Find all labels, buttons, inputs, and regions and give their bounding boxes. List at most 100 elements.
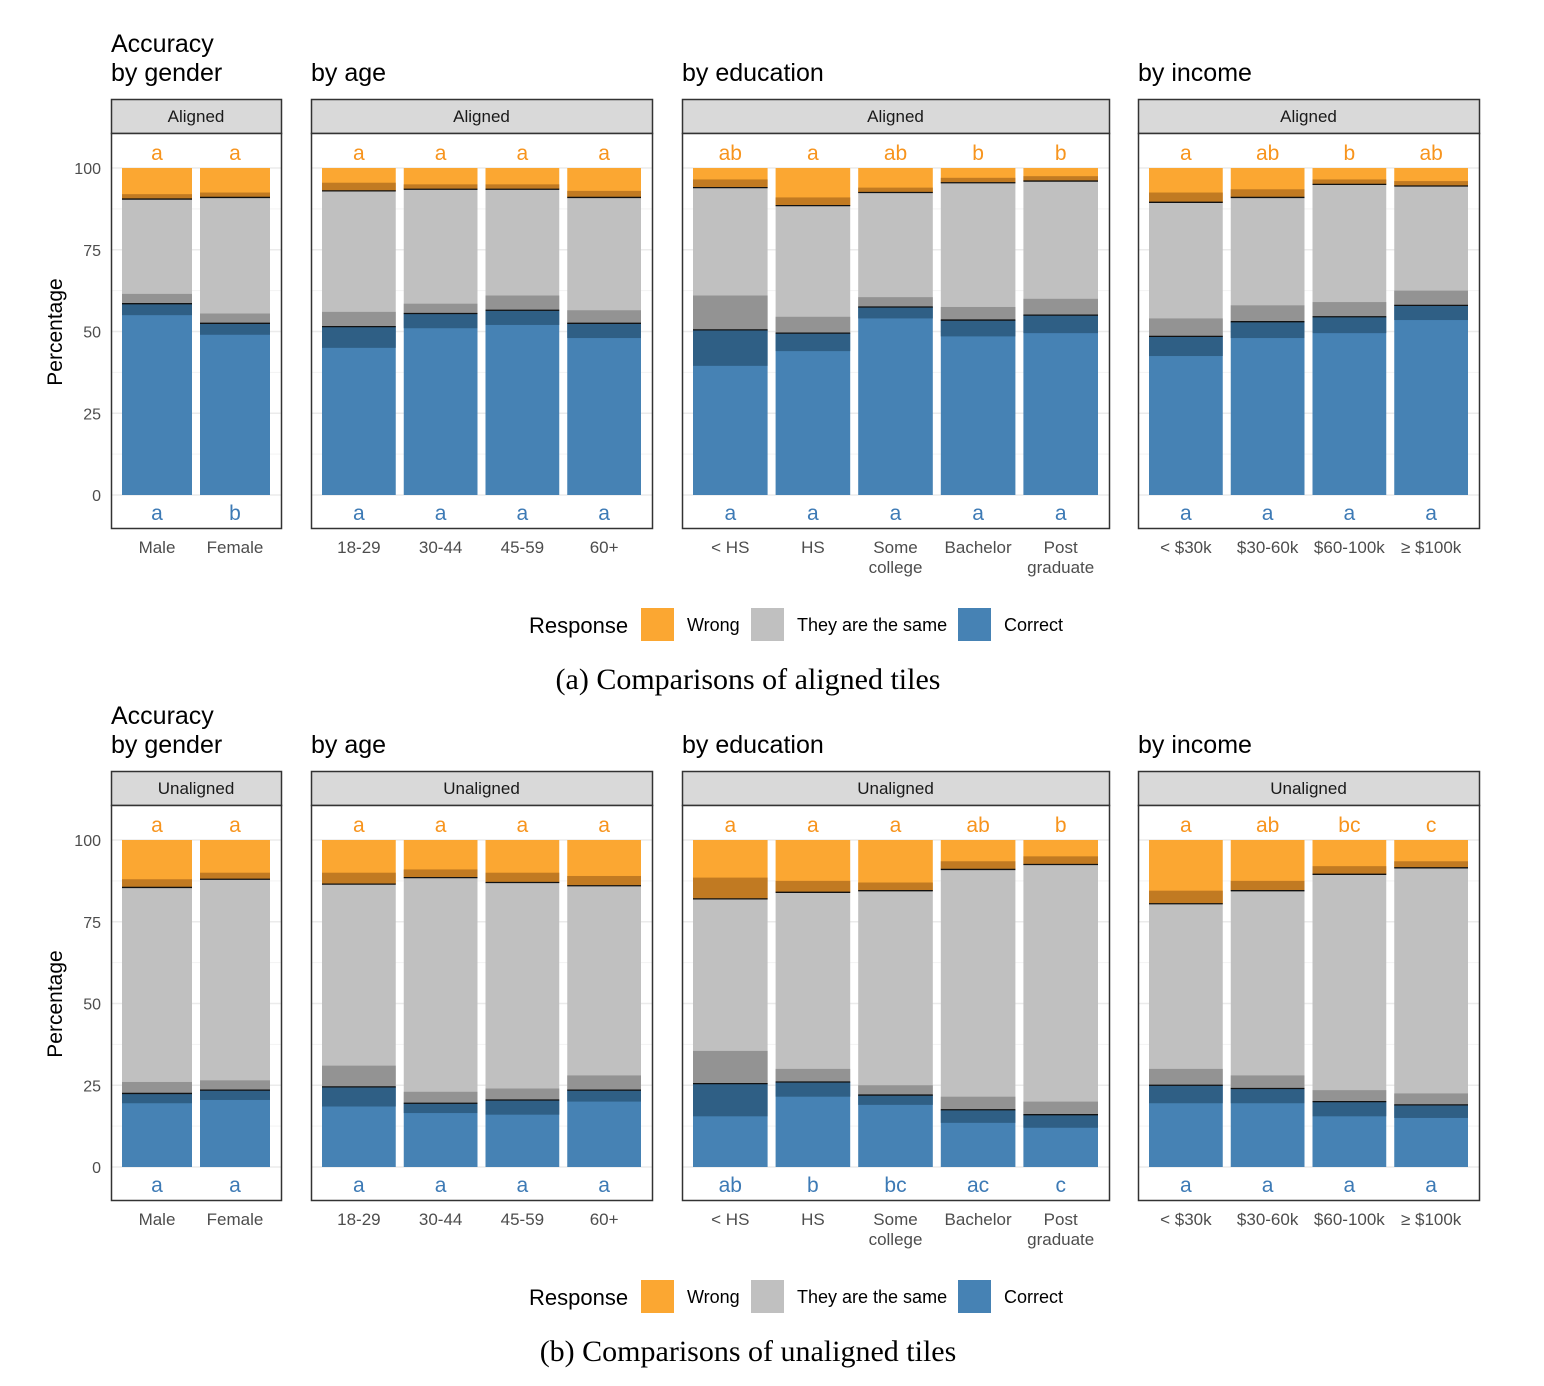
significance-letter-bottom: a (1262, 502, 1274, 525)
ci-band-correct (775, 1081, 851, 1097)
significance-letter-top: ab (1256, 814, 1279, 837)
significance-letter-top: ab (1256, 142, 1279, 165)
stacked-bar (322, 840, 396, 1167)
significance-letter-bottom: a (435, 502, 447, 525)
significance-letter-bottom: a (598, 1174, 610, 1197)
ci-band-same (1023, 1101, 1098, 1115)
significance-letter-bottom: a (1425, 1174, 1437, 1197)
ci-band-correct (1394, 305, 1468, 321)
bar-segment-correct (322, 326, 396, 495)
ci-band-wrong (1394, 861, 1468, 868)
ci-band-wrong (858, 187, 933, 193)
facet-strip-label: Unaligned (443, 779, 520, 798)
x-category-label: Some (873, 538, 917, 557)
legend-title: Response (529, 1285, 628, 1310)
x-category-label: 18-29 (337, 1210, 380, 1229)
ci-band-same (567, 310, 641, 324)
ci-band-wrong (858, 882, 933, 891)
facet-panel: by income Unaligned a a < $30k ab a $30-60k bc a $… (1137, 731, 1481, 1229)
panel-border (110, 804, 283, 1202)
significance-letter-bottom: a (1055, 502, 1067, 525)
x-category-label: graduate (1027, 1230, 1094, 1249)
y-tick-label: 75 (83, 243, 101, 260)
panel-title: by gender (111, 59, 222, 87)
significance-letter-bottom: b (807, 1174, 819, 1197)
significance-letter-bottom: a (1344, 502, 1356, 525)
ci-band-wrong (1230, 880, 1305, 891)
facet-panel: by income Aligned a a < $30k ab a $30-60k b a $60-… (1137, 59, 1481, 557)
bar-segment-same (485, 882, 560, 1100)
significance-letter-top: c (1426, 814, 1437, 837)
panel-border (681, 804, 1111, 1202)
x-category-label: college (869, 558, 923, 577)
ci-band-same (858, 1085, 933, 1096)
ci-band-wrong (693, 877, 768, 899)
stacked-bar (1230, 840, 1305, 1167)
stacked-bar (200, 168, 270, 495)
ci-band-wrong (940, 861, 1016, 870)
significance-letter-top: ab (884, 142, 907, 165)
stacked-bar (1230, 168, 1305, 495)
x-category-label: Female (207, 538, 264, 557)
ci-band-wrong (1394, 181, 1468, 186)
ci-band-correct (1312, 1101, 1387, 1117)
facet-panel: by age Unaligned a a 18-29 a a 30-44 a a 45-59 a a 60… (310, 731, 654, 1229)
ci-band-correct (403, 313, 478, 329)
x-category-label: Female (207, 1210, 264, 1229)
facet-strip-label: Unaligned (158, 779, 235, 798)
significance-letter-bottom: a (151, 502, 163, 525)
ci-band-wrong (1230, 189, 1305, 198)
significance-letter-top: a (435, 814, 447, 837)
ci-band-correct (1023, 1114, 1098, 1128)
significance-letter-top: a (435, 142, 447, 165)
significance-letter-bottom: a (353, 502, 365, 525)
stacked-bar (200, 840, 270, 1167)
bar-segment-same (858, 890, 933, 1096)
significance-letter-top: a (517, 142, 529, 165)
bar-segment-correct (122, 1093, 192, 1167)
bar-segment-same (940, 182, 1016, 321)
ci-band-correct (1023, 315, 1098, 334)
stacked-bar (1312, 840, 1387, 1167)
bar-segment-same (775, 892, 851, 1082)
stacked-bar (567, 168, 641, 495)
x-category-label: 60+ (590, 1210, 619, 1229)
stacked-bar (775, 840, 851, 1167)
bar-segment-same (403, 877, 478, 1104)
ci-band-correct (693, 329, 768, 366)
ci-band-correct (940, 1109, 1016, 1123)
ci-band-same (403, 303, 478, 314)
ci-band-wrong (200, 872, 270, 880)
ci-band-same (1312, 302, 1387, 317)
ci-band-same (858, 297, 933, 307)
significance-letter-bottom: bc (884, 1174, 906, 1197)
stacked-bar (693, 168, 768, 495)
legend-label: Correct (1004, 1287, 1063, 1307)
stacked-bar (403, 168, 478, 495)
ci-band-same (485, 295, 560, 311)
legend-key (751, 1280, 784, 1313)
bar-segment-same (775, 205, 851, 334)
panel-border (310, 132, 654, 530)
bar-segment-same (403, 189, 478, 314)
bar-segment-same (1230, 890, 1305, 1089)
ci-band-same (1394, 1093, 1468, 1105)
significance-letter-bottom: a (517, 502, 529, 525)
ci-band-correct (322, 326, 396, 348)
y-tick-label: 50 (83, 325, 101, 342)
bar-segment-same (200, 197, 270, 324)
ci-band-wrong (775, 880, 851, 893)
ci-band-wrong (200, 192, 270, 198)
panel-title: by age (311, 59, 386, 87)
significance-letter-top: a (598, 814, 610, 837)
panel-border (1137, 132, 1481, 530)
stacked-bar (693, 840, 768, 1167)
panel-title: by gender (111, 731, 222, 759)
ci-band-correct (122, 1093, 192, 1104)
panel-border (681, 132, 1111, 530)
ci-band-wrong (775, 197, 851, 206)
ci-band-correct (567, 1090, 641, 1102)
